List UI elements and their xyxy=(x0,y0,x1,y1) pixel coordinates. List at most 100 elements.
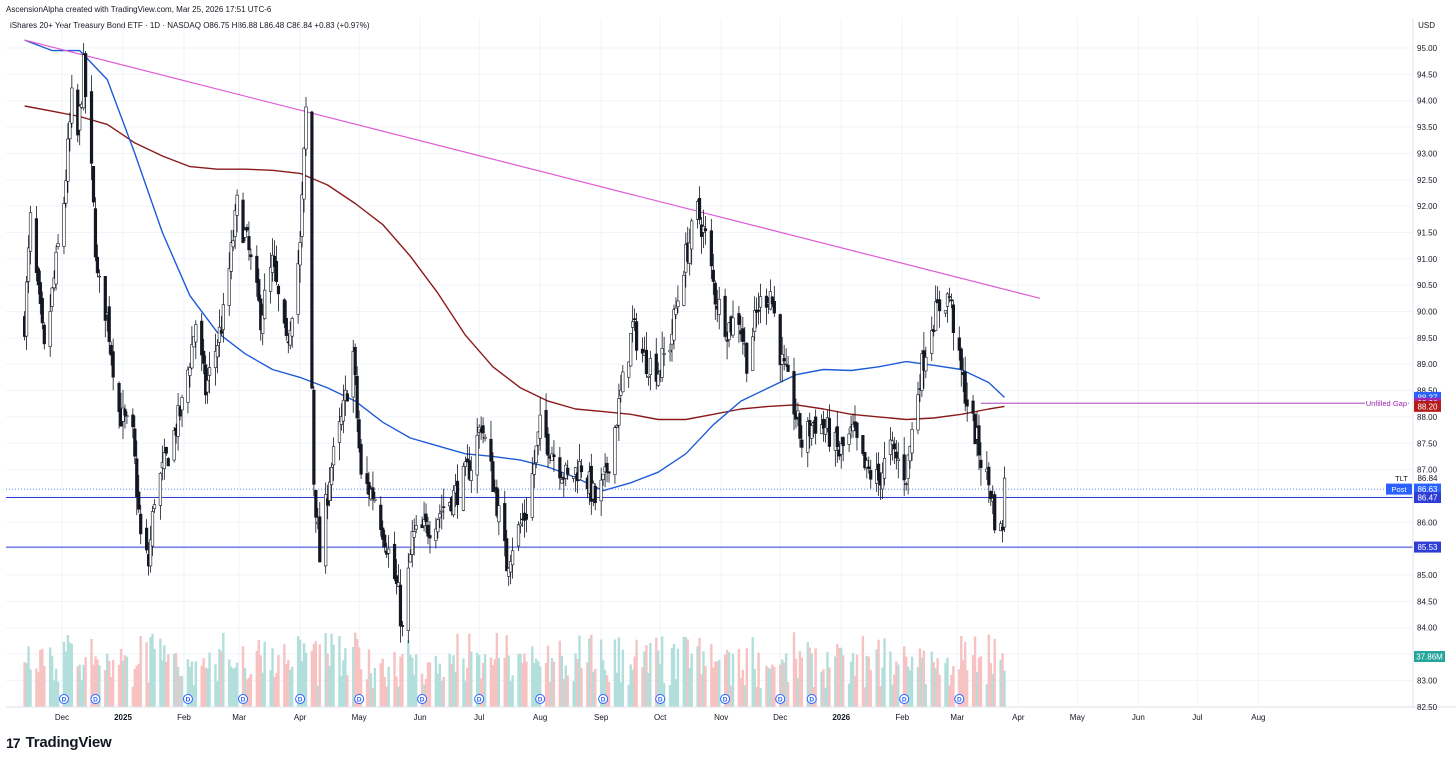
y-tick-label: 93.00 xyxy=(1417,149,1438,158)
volume-bar xyxy=(779,664,782,707)
dividend-marker-icon xyxy=(90,694,101,704)
candle-body xyxy=(422,519,426,527)
candle-body xyxy=(213,351,218,368)
dividend-marker-glyph: D xyxy=(477,697,482,704)
volume-bar xyxy=(218,648,221,707)
candle-body xyxy=(178,406,182,417)
candle-body xyxy=(135,458,139,498)
candle-body xyxy=(786,364,790,372)
price-scale-tag-name-bg xyxy=(1391,472,1412,484)
candles xyxy=(23,43,1007,644)
candle-body xyxy=(314,489,318,518)
dividend-marker-icon xyxy=(720,694,731,704)
volume-bar xyxy=(566,675,569,707)
candle-body xyxy=(633,318,637,320)
y-tick-label: 91.50 xyxy=(1417,228,1438,237)
candle-body xyxy=(841,437,845,447)
candle-body xyxy=(241,199,245,243)
volume-bar xyxy=(716,661,719,707)
x-tick-label: Dec xyxy=(773,713,787,722)
candle-body xyxy=(491,461,495,492)
candle-body xyxy=(186,369,190,403)
candle-body xyxy=(682,274,686,306)
candle-body xyxy=(888,439,893,455)
volume-bar xyxy=(558,640,562,707)
y-tick-label: 94.50 xyxy=(1417,70,1438,79)
volume-bar xyxy=(908,670,912,707)
volume-bar xyxy=(564,665,567,707)
volume-bar xyxy=(615,672,619,707)
volume-bar xyxy=(948,685,951,707)
volume-bar xyxy=(27,646,30,707)
candle-body xyxy=(660,348,664,378)
candle-body xyxy=(949,299,954,302)
volume-bar xyxy=(379,663,382,707)
volume-bar xyxy=(383,677,386,707)
candle-body xyxy=(745,342,749,374)
price-scale-tag-name: TLT xyxy=(1395,474,1408,483)
candle-body xyxy=(550,453,554,461)
volume-bar xyxy=(312,644,316,707)
currency-label: USD xyxy=(1418,21,1435,30)
candle-body xyxy=(855,422,859,438)
volume-bar xyxy=(548,681,552,707)
candle-body xyxy=(451,490,456,516)
candle-body xyxy=(861,435,865,454)
candle-body xyxy=(544,409,548,438)
volume-bar xyxy=(25,663,28,707)
dividend-marker-icon xyxy=(58,694,69,704)
volume-bar xyxy=(104,669,107,707)
dividend-marker-icon xyxy=(775,694,786,704)
candle-body xyxy=(617,398,621,426)
volume-bar xyxy=(426,662,430,707)
candle-body xyxy=(24,281,29,337)
candle-body xyxy=(552,454,556,458)
volume-bar xyxy=(771,664,774,707)
candle-body xyxy=(640,348,645,354)
volume-bar xyxy=(629,664,632,707)
volume-bar xyxy=(505,635,508,707)
candle-body xyxy=(26,247,31,282)
volume-bar xyxy=(64,651,68,707)
volume-bar xyxy=(365,679,369,707)
volume-bar xyxy=(865,655,869,707)
volume-bar xyxy=(826,651,829,707)
volume-bar xyxy=(806,642,809,707)
candle-body xyxy=(821,418,826,429)
candle-body xyxy=(943,310,948,314)
candle-body xyxy=(934,301,938,331)
candle-body xyxy=(54,251,58,285)
price-scale-tag xyxy=(1414,541,1441,553)
x-tick-label: Dec xyxy=(55,713,69,722)
volume-bar xyxy=(442,676,445,707)
candle-body xyxy=(371,487,375,499)
volume-bar xyxy=(318,644,321,707)
candle-body xyxy=(408,554,412,563)
candle-body xyxy=(674,307,678,315)
volume-bar xyxy=(438,663,442,707)
volume-bar xyxy=(627,684,630,707)
volume-bar xyxy=(727,652,731,707)
volume-bar xyxy=(877,639,880,707)
volume-bar xyxy=(977,657,981,707)
volume-bar xyxy=(1001,652,1004,707)
symbol-legend[interactable]: iShares 20+ Year Treasury Bond ETF · 1D … xyxy=(10,21,370,30)
volume-bar xyxy=(125,656,129,707)
candle-body xyxy=(731,317,735,336)
volume-bar xyxy=(688,667,691,707)
volume-bar xyxy=(448,653,451,707)
volume-bar xyxy=(971,655,975,707)
x-tick-label: Jul xyxy=(474,713,484,722)
volume-bar xyxy=(660,636,664,707)
volume-bar xyxy=(552,661,556,707)
volume-bar xyxy=(304,652,308,707)
candle-body xyxy=(534,445,538,463)
volume-bar xyxy=(98,665,101,707)
volume-bar xyxy=(37,671,40,707)
price-scale-tag xyxy=(1414,483,1441,495)
y-tick-label: 88.50 xyxy=(1417,387,1438,396)
y-tick-label: 85.00 xyxy=(1417,571,1438,580)
volume-bar xyxy=(491,665,495,707)
volume-bar xyxy=(163,645,166,707)
